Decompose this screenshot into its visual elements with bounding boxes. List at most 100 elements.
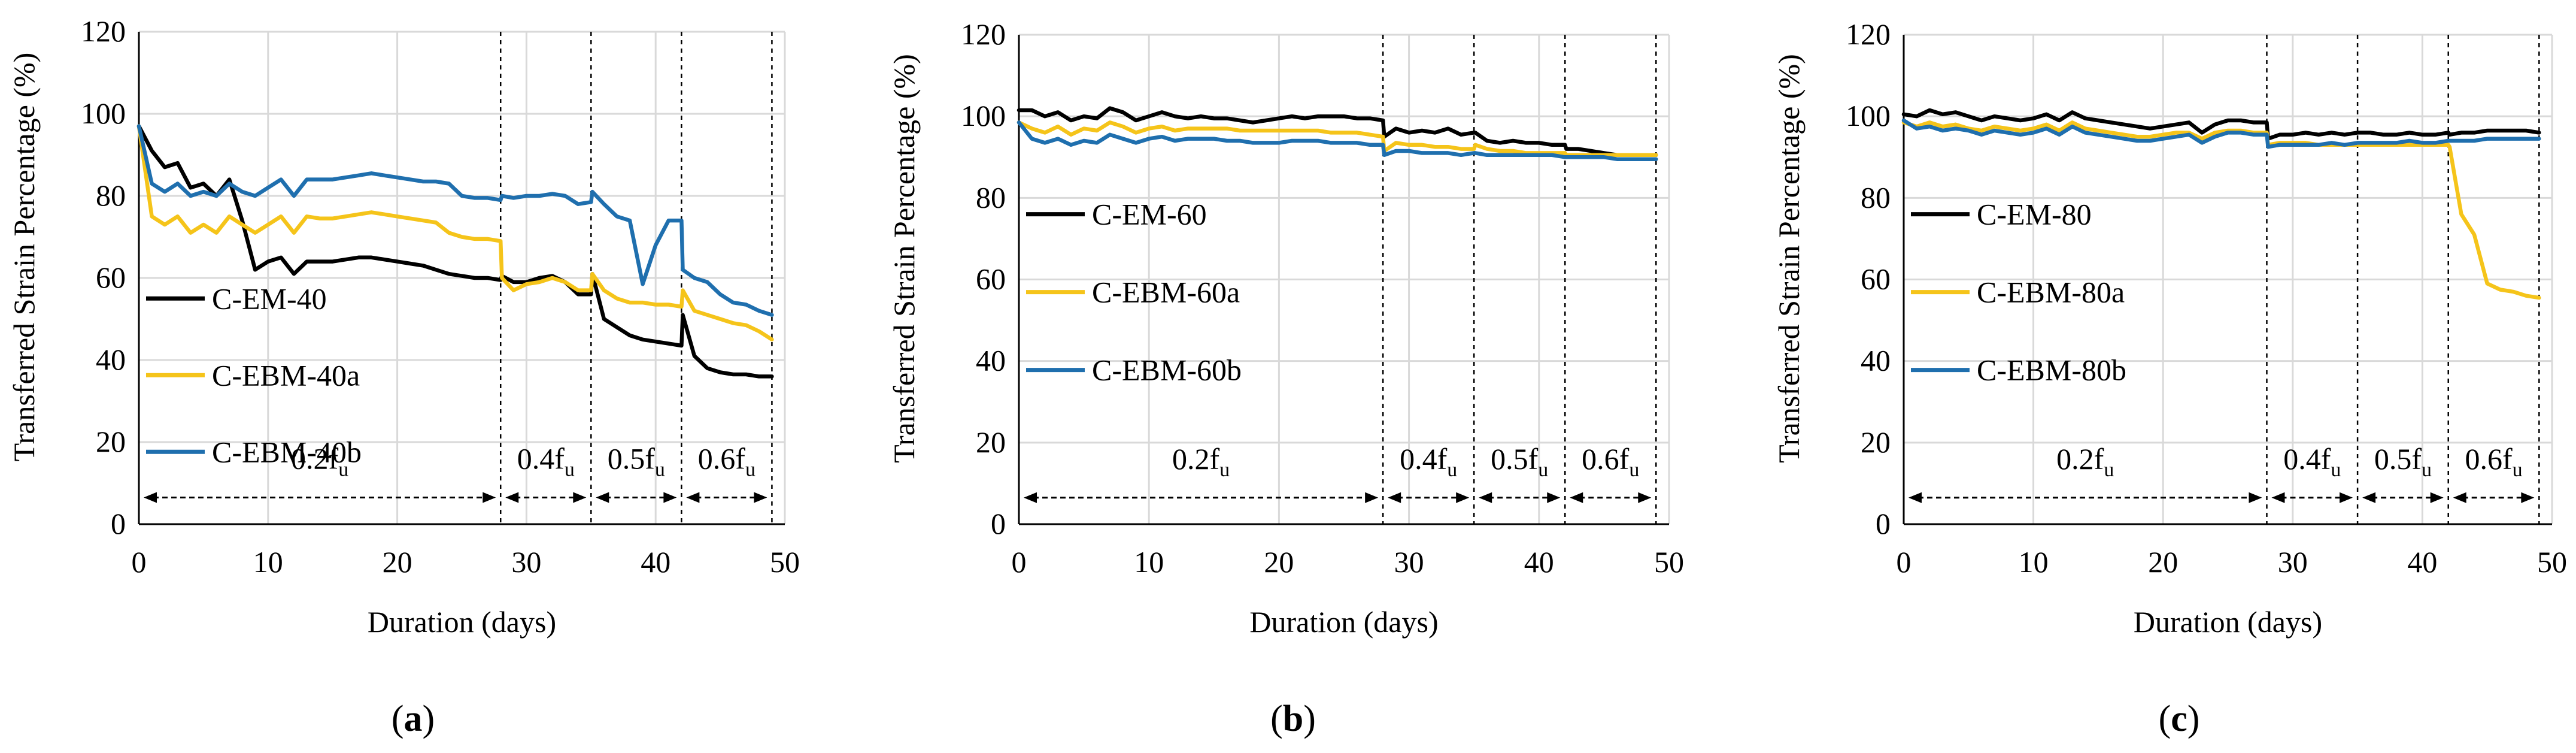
stage-label: 0.2fu: [1172, 442, 1230, 481]
series-line-C-EBM-40a: [136, 124, 774, 342]
y-tick-label: 0: [111, 507, 126, 540]
y-tick-label: 80: [1861, 180, 1891, 214]
stage-arrowhead-left: [1024, 492, 1037, 503]
series-line-C-EM-80: [1901, 108, 2541, 141]
stage-arrowhead-left: [144, 492, 157, 503]
y-tick-label: 80: [976, 180, 1006, 214]
y-tick-label: 40: [96, 343, 126, 376]
x-tick-label: 20: [2148, 545, 2178, 579]
x-tick-label: 50: [770, 545, 800, 579]
y-tick-label: 20: [1861, 425, 1891, 459]
stage-arrowhead-left: [2362, 492, 2376, 503]
stage-arrowhead-right: [1456, 492, 1470, 503]
stage-arrowhead-left: [596, 492, 609, 503]
chart-panel-a: 0 20 40 60 80 100 120 0 10 20 30 40 50 Duration (days…: [7, 14, 800, 739]
y-tick-label: 60: [96, 261, 126, 294]
stage-arrowhead-right: [483, 492, 496, 503]
series-line-C-EM-60: [1017, 106, 1658, 158]
y-tick-label: 40: [1861, 344, 1891, 377]
series-line-C-EBM-80a: [1901, 120, 2541, 300]
stage-arrowhead-left: [505, 492, 519, 503]
y-tick-label: 0: [1876, 507, 1891, 540]
x-tick-label: 10: [253, 545, 283, 579]
series-line-C-EBM-80b: [1901, 118, 2541, 149]
x-tick-label: 40: [1524, 545, 1554, 579]
y-tick-label: 60: [1861, 262, 1891, 296]
legend-label: C-EBM-80a: [1977, 276, 2125, 309]
stage-arrowhead-left: [1909, 492, 1922, 503]
legend-label: C-EBM-60b: [1092, 353, 1242, 387]
stage-label: 0.6fu: [1582, 442, 1639, 481]
x-tick-label: 30: [2278, 545, 2308, 579]
stage-arrowhead-right: [663, 492, 677, 503]
stage-arrowhead-right: [2340, 492, 2353, 503]
series-line-C-EBM-60b: [1017, 120, 1658, 161]
stage-arrowhead-right: [1547, 492, 1561, 503]
y-tick-label: 100: [81, 96, 126, 130]
stage-arrowhead-left: [1570, 492, 1583, 503]
x-tick-label: 20: [383, 545, 412, 579]
y-tick-label: 120: [961, 17, 1006, 51]
series-line-C-EM-40: [136, 124, 774, 379]
x-axis-label: Duration (days): [368, 605, 556, 639]
stage-arrowhead-left: [686, 492, 700, 503]
y-tick-label: 20: [976, 425, 1006, 459]
x-tick-label: 20: [1264, 545, 1294, 579]
y-axis-label: Transferred Strain Percentage (%): [887, 54, 921, 463]
y-tick-label: 40: [976, 344, 1006, 377]
y-axis-label: Transferred Strain Percentage (%): [1772, 54, 1806, 463]
x-axis-label: Duration (days): [1249, 605, 1438, 639]
x-tick-label: 10: [2019, 545, 2049, 579]
x-tick-label: 30: [511, 545, 541, 579]
legend-label: C-EM-80: [1977, 198, 2092, 231]
x-tick-label: 40: [2407, 545, 2437, 579]
stage-label: 0.6fu: [2465, 442, 2522, 481]
series-line-C-EBM-40b: [136, 124, 774, 317]
x-tick-label: 0: [132, 545, 147, 579]
y-tick-label: 20: [96, 425, 126, 458]
stage-arrowhead-right: [2249, 492, 2262, 503]
legend-label: C-EBM-40b: [212, 435, 362, 468]
chart-panel-c: 0 20 40 60 80 100 120 0 10 20 30 40 50 Duration (days…: [1772, 17, 2567, 739]
stage-arrowhead-right: [1638, 492, 1652, 503]
stage-arrowhead-right: [1365, 492, 1379, 503]
legend-label: C-EM-40: [212, 282, 327, 315]
stage-label: 0.4fu: [2283, 442, 2341, 481]
legend-label: C-EM-60: [1092, 198, 1207, 231]
x-tick-label: 0: [1012, 545, 1027, 579]
panel-label: (c): [2159, 698, 2200, 739]
stage-label: 0.4fu: [1400, 442, 1457, 481]
stage-label: 0.2fu: [291, 442, 348, 481]
panel-label: (a): [392, 698, 435, 739]
stage-label: 0.2fu: [2056, 442, 2114, 481]
y-tick-label: 100: [1846, 99, 1891, 132]
y-tick-label: 120: [81, 14, 126, 48]
stage-arrowhead-left: [1479, 492, 1492, 503]
x-tick-label: 0: [1897, 545, 1911, 579]
y-tick-label: 120: [1846, 17, 1891, 51]
x-axis-label: Duration (days): [2134, 605, 2322, 639]
x-tick-label: 10: [1134, 545, 1164, 579]
stage-arrowhead-left: [2453, 492, 2466, 503]
panel-label: (b): [1270, 698, 1316, 739]
y-axis-label: Transferred Strain Percentage (%): [7, 53, 41, 462]
y-tick-label: 100: [961, 99, 1006, 132]
legend-label: C-EBM-80b: [1977, 353, 2126, 387]
stage-arrowhead-right: [2430, 492, 2444, 503]
stage-label: 0.4fu: [517, 442, 575, 481]
stage-arrowhead-right: [754, 492, 767, 503]
x-tick-label: 50: [1654, 545, 1684, 579]
stage-label: 0.6fu: [698, 442, 755, 481]
x-tick-label: 50: [2537, 545, 2567, 579]
y-tick-label: 0: [991, 507, 1006, 540]
stage-arrowhead-left: [1388, 492, 1401, 503]
stage-arrowhead-left: [2271, 492, 2285, 503]
stage-arrowhead-right: [2521, 492, 2535, 503]
x-tick-label: 30: [1394, 545, 1424, 579]
legend-label: C-EBM-60a: [1092, 276, 1240, 309]
chart-panel-b: 0 20 40 60 80 100 120 0 10 20 30 40 50 Duration (days…: [887, 17, 1684, 739]
y-tick-label: 80: [96, 179, 126, 212]
y-tick-label: 60: [976, 262, 1006, 296]
stage-arrowhead-right: [573, 492, 587, 503]
